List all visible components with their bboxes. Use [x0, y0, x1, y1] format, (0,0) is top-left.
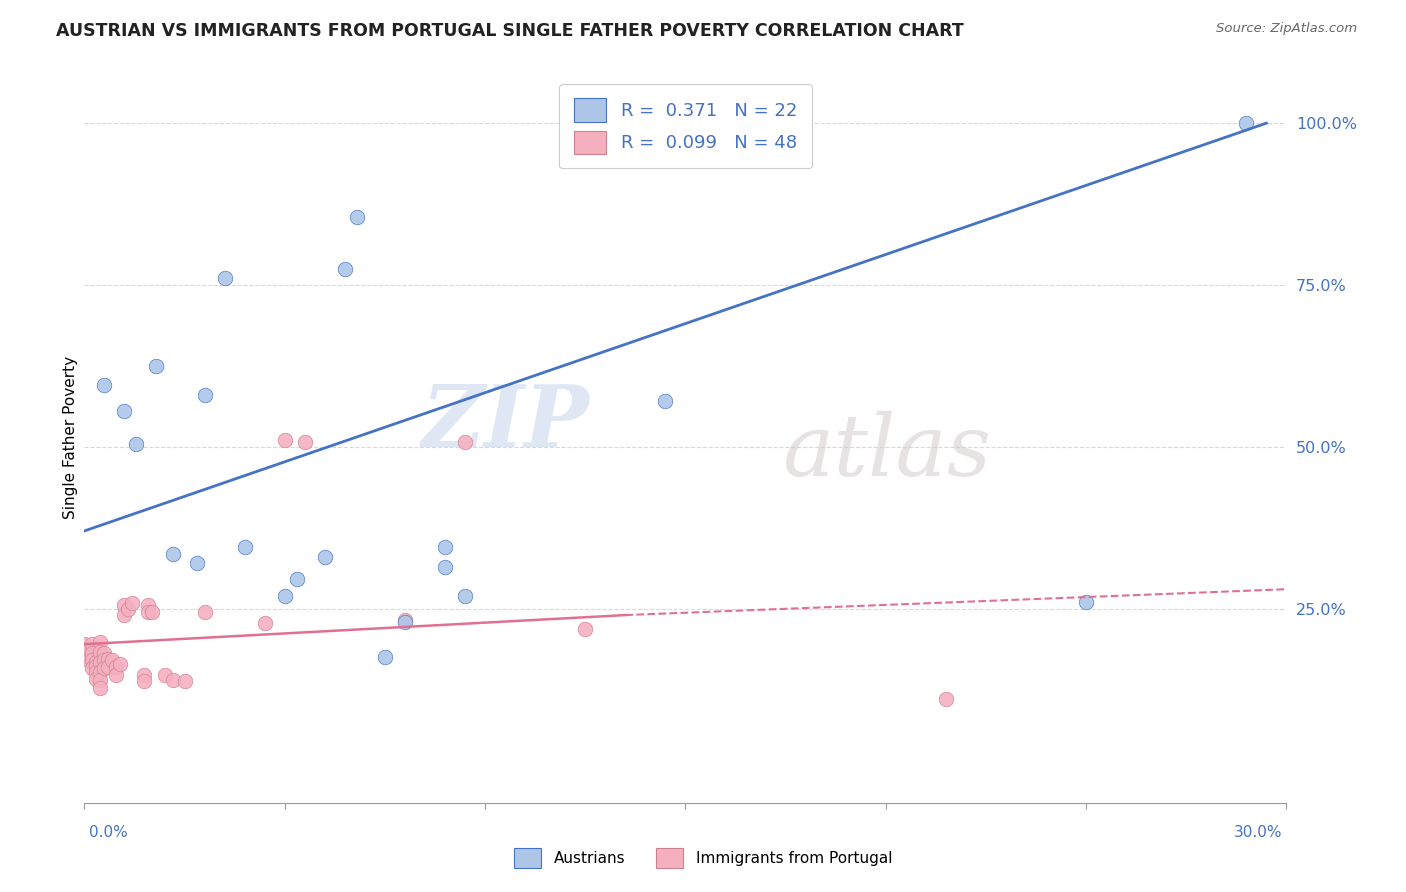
Point: [82, 653, 104, 667]
Point: [97, 660, 120, 674]
Point: [214, 271, 236, 285]
Point: [162, 673, 184, 687]
Point: [77, 653, 100, 667]
Point: [394, 615, 416, 629]
Point: [1076, 595, 1098, 609]
Point: [162, 547, 184, 561]
Point: [434, 540, 457, 554]
Point: [89, 681, 111, 695]
Text: atlas: atlas: [782, 410, 991, 493]
Point: [145, 359, 167, 373]
Point: [194, 605, 217, 619]
Point: [89, 655, 111, 669]
Point: [134, 674, 156, 689]
Point: [233, 540, 256, 554]
Point: [82, 637, 104, 651]
Point: [138, 599, 160, 613]
Point: [274, 589, 297, 603]
Point: [86, 658, 108, 673]
Point: [77, 641, 100, 656]
Y-axis label: Single Father Poverty: Single Father Poverty: [63, 356, 77, 518]
Point: [93, 653, 115, 667]
Point: [394, 613, 416, 627]
Text: Source: ZipAtlas.com: Source: ZipAtlas.com: [1216, 22, 1357, 36]
Point: [89, 673, 111, 687]
Point: [294, 434, 316, 449]
Point: [86, 665, 108, 679]
Point: [274, 434, 297, 448]
Point: [454, 434, 477, 449]
Point: [101, 653, 124, 667]
Point: [134, 667, 156, 681]
Point: [454, 589, 477, 603]
Point: [173, 674, 195, 689]
Point: [93, 646, 115, 660]
Point: [82, 661, 104, 675]
Point: [194, 388, 217, 402]
Point: [73, 637, 96, 651]
Legend: Austrians, Immigrants from Portugal: Austrians, Immigrants from Portugal: [502, 836, 904, 880]
Text: ZIP: ZIP: [422, 381, 589, 464]
Point: [86, 655, 108, 669]
Point: [138, 605, 160, 619]
Point: [114, 404, 135, 418]
Point: [89, 645, 111, 659]
Point: [333, 261, 356, 276]
Point: [93, 661, 115, 675]
Point: [121, 596, 143, 610]
Point: [114, 608, 135, 623]
Point: [935, 692, 957, 706]
Text: 0.0%: 0.0%: [89, 825, 128, 839]
Point: [117, 601, 139, 615]
Text: AUSTRIAN VS IMMIGRANTS FROM PORTUGAL SINGLE FATHER POVERTY CORRELATION CHART: AUSTRIAN VS IMMIGRANTS FROM PORTUGAL SIN…: [56, 22, 965, 40]
Point: [574, 623, 596, 637]
Point: [97, 652, 120, 666]
Point: [186, 557, 208, 571]
Point: [105, 660, 128, 674]
Point: [110, 657, 132, 671]
Text: 30.0%: 30.0%: [1234, 825, 1282, 839]
Point: [285, 573, 308, 587]
Point: [434, 559, 457, 574]
Point: [314, 549, 336, 564]
Point: [346, 210, 368, 224]
Point: [125, 436, 148, 450]
Point: [86, 672, 108, 686]
Point: [153, 667, 176, 681]
Point: [89, 665, 111, 679]
Point: [253, 615, 276, 630]
Point: [374, 650, 396, 665]
Legend: R =  0.371   N = 22, R =  0.099   N = 48: R = 0.371 N = 22, R = 0.099 N = 48: [560, 84, 811, 169]
Point: [73, 647, 96, 661]
Point: [93, 378, 115, 392]
Point: [82, 646, 104, 660]
Point: [114, 599, 135, 613]
Point: [654, 394, 676, 409]
Point: [1234, 116, 1257, 130]
Point: [89, 635, 111, 649]
Point: [77, 650, 100, 665]
Point: [105, 667, 128, 681]
Point: [141, 605, 163, 619]
